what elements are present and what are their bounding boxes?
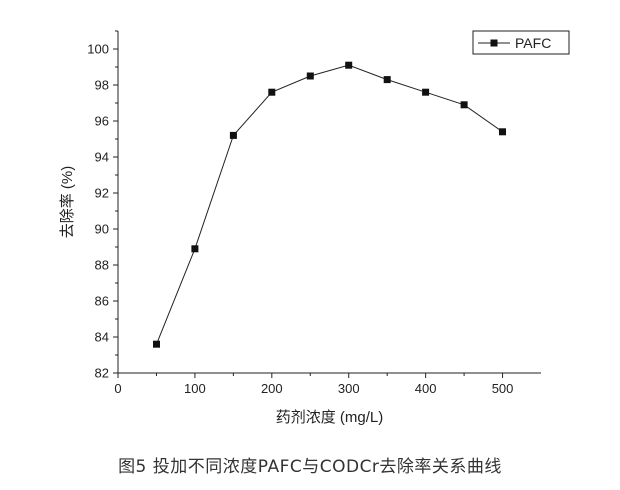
legend: PAFC <box>472 30 570 55</box>
x-tick-label: 200 <box>261 381 283 396</box>
chart-area: 0 100 200 300 400 500 82 84 86 88 90 92 94 96 98 100 药… <box>59 30 570 426</box>
data-point <box>191 245 199 253</box>
legend-box <box>472 30 570 55</box>
x-axis: 0 100 200 300 400 500 <box>114 373 513 396</box>
series-line-pafc <box>156 64 503 345</box>
x-tick-label: 400 <box>415 381 437 396</box>
series-markers <box>153 61 506 348</box>
data-point <box>306 72 314 80</box>
y-tick-label: 94 <box>95 150 109 165</box>
y-tick-label: 82 <box>95 366 109 381</box>
y-tick-label: 92 <box>95 186 109 201</box>
data-point <box>153 340 160 348</box>
legend-marker <box>490 39 498 47</box>
data-point <box>229 131 237 139</box>
y-tick-label: 98 <box>95 78 109 93</box>
y-tick-label: 90 <box>95 222 109 237</box>
data-point <box>345 61 353 69</box>
x-tick-label: 0 <box>114 381 121 396</box>
data-point <box>268 88 276 96</box>
x-tick-label: 100 <box>184 381 206 396</box>
y-tick-label: 96 <box>95 114 109 129</box>
data-point <box>383 76 391 84</box>
data-point <box>499 128 506 136</box>
y-axis-title: 去除率 (%) <box>59 166 76 239</box>
y-tick-label: 88 <box>95 258 109 273</box>
figure-caption: 图5 投加不同浓度PAFC与CODCr去除率关系曲线 <box>118 457 502 477</box>
y-tick-label: 100 <box>87 42 109 57</box>
x-tick-label: 300 <box>338 381 360 396</box>
y-tick-label: 86 <box>95 294 109 309</box>
plot-frame <box>117 31 541 374</box>
y-axis: 82 84 86 88 90 92 94 96 98 100 <box>87 30 118 381</box>
data-point <box>460 101 468 109</box>
x-tick-label: 500 <box>492 381 514 396</box>
legend-label: PAFC <box>515 35 551 51</box>
x-axis-title: 药剂浓度 (mg/L) <box>276 409 384 426</box>
data-point <box>422 88 430 96</box>
y-tick-label: 84 <box>95 330 109 345</box>
